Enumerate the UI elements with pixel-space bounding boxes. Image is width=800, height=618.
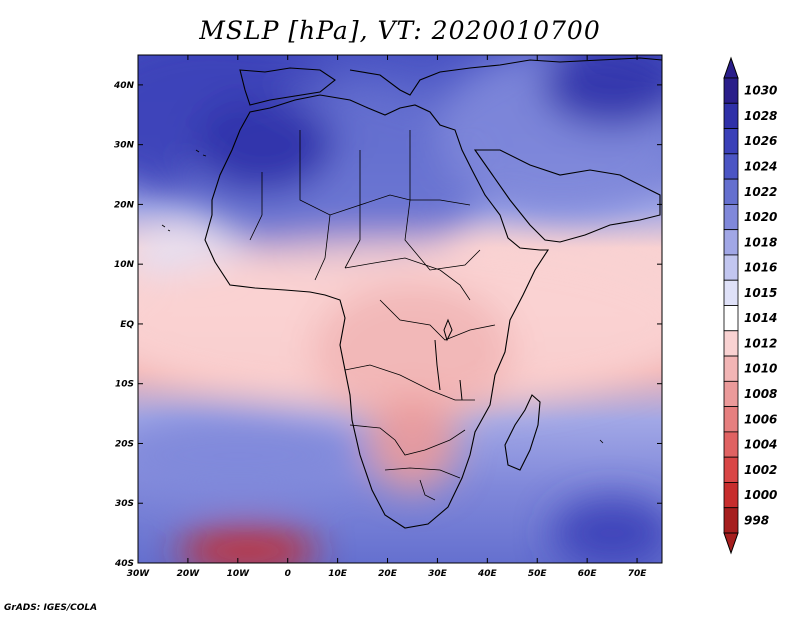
- colorbar-segment: [723, 431, 739, 458]
- colorbar-segment: [723, 153, 739, 180]
- africa-coastline: [204, 94, 550, 529]
- colorbar-label: 1028: [744, 109, 777, 123]
- colorbar-label: 1026: [744, 134, 777, 148]
- colorbar-label: 1020: [744, 210, 777, 224]
- colorbar-label: 1000: [744, 488, 777, 502]
- grads-credit: GrADS: IGES/COLA: [4, 603, 98, 613]
- colorbar-label: 1010: [744, 362, 777, 376]
- colorbar-segment: [723, 77, 739, 104]
- y-axis: 40N 30N 20N 10N EQ 10S 20S 30S 40S: [113, 81, 662, 569]
- colorbar-segment: [723, 380, 739, 408]
- colorbar-segment: [723, 279, 739, 306]
- pressure-blob: [177, 527, 318, 563]
- colorbar-label: 1022: [744, 185, 777, 199]
- pressure-blob: [552, 497, 662, 563]
- colorbar-label: 1004: [744, 438, 777, 452]
- x-tick-label: 10W: [227, 569, 251, 579]
- x-axis: 30W 20W 10W 0 10E 20E 30E 40E 50E 60E 70E: [127, 55, 647, 579]
- x-tick-label: 30E: [428, 569, 448, 579]
- y-tick-label: 40S: [114, 559, 134, 569]
- colorbar-label: 1016: [744, 261, 777, 275]
- x-tick-label: 20W: [177, 569, 201, 579]
- arabia-coastline: [473, 149, 661, 243]
- map-title: MSLP [hPa], VT: 2020010700: [199, 16, 601, 45]
- colorbar-label: 1014: [744, 311, 777, 325]
- x-tick-label: 30W: [127, 569, 151, 579]
- colorbar-segment: [723, 178, 739, 205]
- pressure-blob: [138, 413, 363, 498]
- colorbar-segment: [723, 229, 739, 256]
- madagascar-coastline: [504, 394, 541, 471]
- colorbar-segment: [723, 456, 739, 483]
- colorbar-segment: [723, 406, 739, 433]
- x-tick-label: 0: [285, 569, 291, 579]
- colorbar-segment: [723, 102, 739, 129]
- y-tick-label: 10S: [115, 380, 134, 390]
- pressure-blob: [367, 395, 458, 492]
- colorbar: 1030 1028 1026 1024 1022 1020 1018 1016 1015 1014…: [723, 56, 777, 555]
- pressure-field: [138, 55, 662, 563]
- x-tick-label: 50E: [528, 569, 548, 579]
- colorbar-label: 1030: [744, 84, 777, 98]
- colorbar-label: 1006: [744, 412, 777, 426]
- x-tick-label: 70E: [628, 569, 648, 579]
- colorbar-label: 1008: [744, 387, 777, 401]
- colorbar-label: 1024: [744, 159, 777, 173]
- y-tick-label: 40N: [113, 81, 135, 91]
- colorbar-label: 1018: [744, 235, 777, 249]
- y-tick-label: 20N: [114, 200, 135, 210]
- colorbar-label: 998: [744, 513, 769, 527]
- x-tick-label: 40E: [477, 569, 498, 579]
- colorbar-top-arrow: [723, 56, 739, 79]
- great-lakes: [434, 318, 463, 401]
- europe-coastline: [239, 57, 662, 106]
- colorbar-segment: [723, 305, 739, 332]
- y-tick-label: 30N: [114, 141, 135, 151]
- colorbar-segment: [723, 507, 739, 534]
- colorbar-segment: [723, 330, 739, 357]
- colorbar-segment: [723, 254, 739, 281]
- pressure-blob: [192, 96, 333, 193]
- colorbar-segment: [723, 482, 739, 509]
- y-tick-label: 30S: [115, 499, 134, 509]
- y-tick-label: EQ: [120, 320, 134, 330]
- country-borders: [249, 130, 496, 501]
- x-tick-label: 60E: [578, 569, 598, 579]
- pressure-blob: [542, 55, 662, 127]
- colorbar-segment: [723, 355, 739, 382]
- coastlines: [161, 57, 662, 529]
- colorbar-segment: [723, 203, 739, 231]
- x-tick-label: 20E: [378, 569, 398, 579]
- y-tick-label: 20S: [115, 439, 134, 449]
- y-tick-label: 10N: [114, 260, 135, 270]
- colorbar-label: 1012: [744, 336, 777, 350]
- colorbar-segment: [723, 128, 739, 155]
- colorbar-bottom-arrow: [723, 532, 739, 555]
- plot-frame: [137, 54, 663, 564]
- pressure-blob: [312, 282, 513, 426]
- colorbar-label: 1002: [744, 463, 777, 477]
- x-tick-label: 10E: [328, 569, 348, 579]
- colorbar-label: 1015: [744, 286, 777, 300]
- islands: [161, 149, 604, 444]
